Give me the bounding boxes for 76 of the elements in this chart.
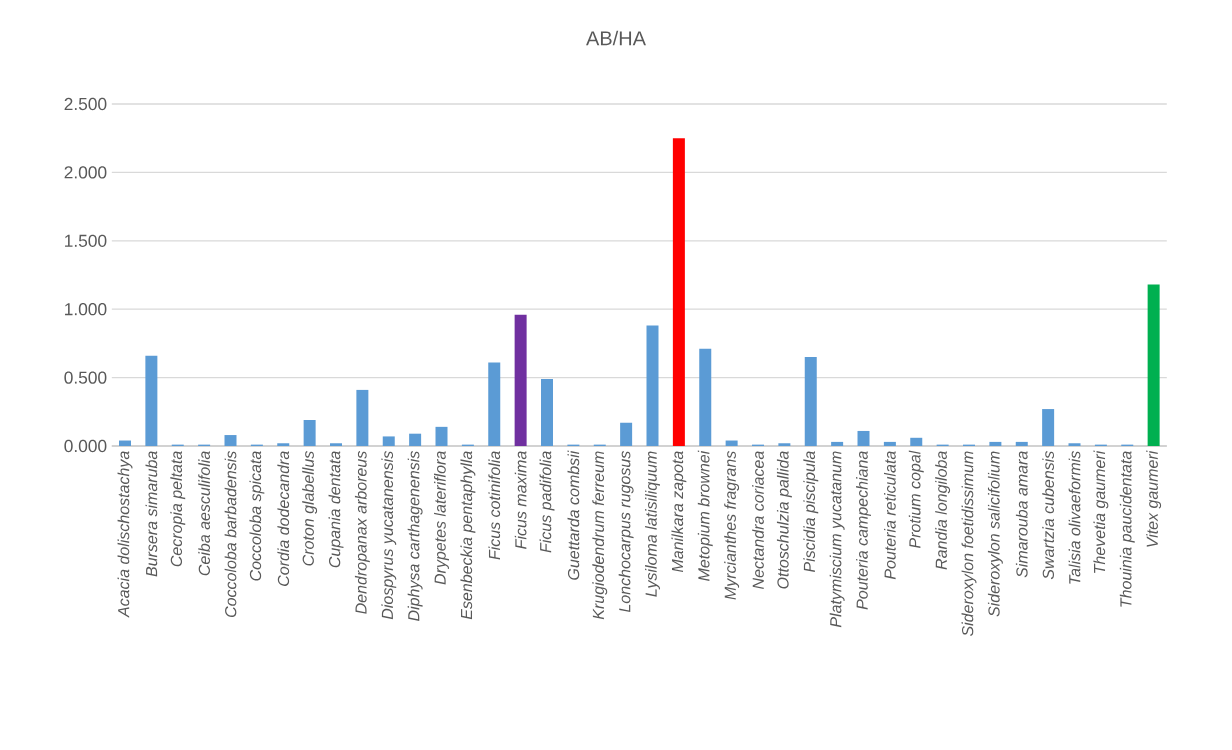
- y-tick-label: 1.500: [65, 234, 107, 247]
- bar: [831, 441, 844, 446]
- x-tick-label: Acacia dolischostachya: [117, 451, 133, 618]
- x-tick-label: Lonchocarpus rugosus: [618, 451, 634, 613]
- bar: [224, 435, 237, 446]
- bar: [672, 138, 685, 446]
- x-tick-label: Dendropanax arboreus: [354, 451, 370, 614]
- bar: [1068, 443, 1081, 446]
- x-tick-label: Vitex gaumeri: [1146, 450, 1162, 547]
- x-tick-label: Ottoschulzia pallida: [776, 451, 792, 589]
- bar: [857, 430, 870, 446]
- x-tick-label: Cupania dentata: [328, 451, 344, 568]
- x-tick-label: Ceiba aesculifolia: [198, 451, 210, 576]
- bar: [910, 437, 923, 446]
- x-tick-label: Metopium brownei: [697, 450, 713, 581]
- x-tick-label: Ficus maxima: [514, 451, 527, 549]
- bar: [725, 440, 738, 446]
- bar: [145, 355, 158, 446]
- y-tick-label: 2.000: [64, 166, 107, 179]
- x-tick-label: Ficus padifolia: [539, 451, 555, 553]
- x-tick-label: Diospyrus yucatanensis: [381, 451, 397, 620]
- chart-title: AB/HA: [586, 30, 646, 46]
- bar: [382, 436, 395, 446]
- x-tick-label: Simarouba amara: [1015, 451, 1028, 578]
- x-tick-label: Cecropia peltata: [170, 451, 186, 567]
- y-tick-label: 1.000: [65, 303, 107, 316]
- bar: [277, 443, 290, 446]
- x-tick-label: Swartzia cubensis: [1042, 451, 1054, 580]
- x-tick-label: Myrcianthes fragrans: [724, 451, 740, 600]
- bar: [1042, 409, 1055, 446]
- x-tick-label: Croton glabellus: [302, 451, 318, 566]
- bar: [883, 441, 896, 446]
- x-tick-label: Talisia olivaeformis: [1068, 451, 1081, 584]
- bar: [435, 426, 448, 446]
- x-tick-label: Ficus cotinifolia: [488, 451, 501, 560]
- bar: [356, 389, 369, 446]
- x-tick-label: Sideroxylon foetidissimum: [961, 451, 977, 637]
- x-tick-label: Coccoloba barbadensis: [224, 451, 237, 618]
- x-tick-label: Manilkara zapota: [671, 451, 687, 573]
- bar: [1015, 441, 1028, 446]
- x-tick-label: Randia longiloba: [935, 451, 951, 570]
- bar: [514, 314, 527, 446]
- y-tick-label: 0.000: [64, 439, 107, 453]
- bar: [646, 325, 659, 446]
- x-tick-label: Thevetia gaumeri: [1093, 450, 1109, 573]
- x-tick-label: Pouteria campechiana: [856, 451, 871, 610]
- x-tick-label: Esenbeckia pentaphylla: [460, 451, 476, 620]
- x-tick-label: Piscidia piscipula: [803, 451, 819, 573]
- bar: [699, 348, 712, 446]
- x-tick-label: Krugiodendrum ferreum: [592, 451, 608, 620]
- x-tick-label: Drypetes lateriflora: [434, 451, 449, 585]
- bar: [488, 362, 501, 446]
- bar: [119, 440, 131, 446]
- x-tick-label: Pouteria reticulata: [884, 451, 896, 580]
- x-tick-label: Guettarda combsii: [567, 450, 580, 580]
- bar: [778, 443, 791, 446]
- bar: [409, 433, 422, 446]
- bar: [620, 422, 633, 446]
- x-tick-label: Protium copal: [908, 450, 924, 549]
- x-tick-label: Cordia dodecandra: [277, 451, 290, 586]
- y-tick-label: 2.500: [64, 97, 107, 111]
- x-tick-label: Sideroxylon salicifolium: [987, 451, 1003, 617]
- x-tick-label: Lysiloma latisiliquum: [645, 451, 660, 597]
- bar: [1147, 284, 1160, 446]
- bar: [989, 441, 1002, 446]
- x-tick-label: Platymiscium yucatanum: [829, 451, 845, 628]
- bar: [804, 357, 817, 446]
- y-tick-label: 0.500: [64, 371, 107, 384]
- x-tick-label: Coccoloba spicata: [249, 451, 265, 581]
- x-tick-label: Diphysa carthagenensis: [407, 451, 423, 621]
- bar: [303, 420, 316, 446]
- x-tick-label: Thouinia paucidentata: [1119, 451, 1135, 607]
- x-tick-label: Bursera simaruba: [145, 451, 158, 577]
- bar: [330, 443, 342, 446]
- bar: [541, 378, 553, 446]
- x-tick-label: Nectandra coriacea: [752, 451, 764, 589]
